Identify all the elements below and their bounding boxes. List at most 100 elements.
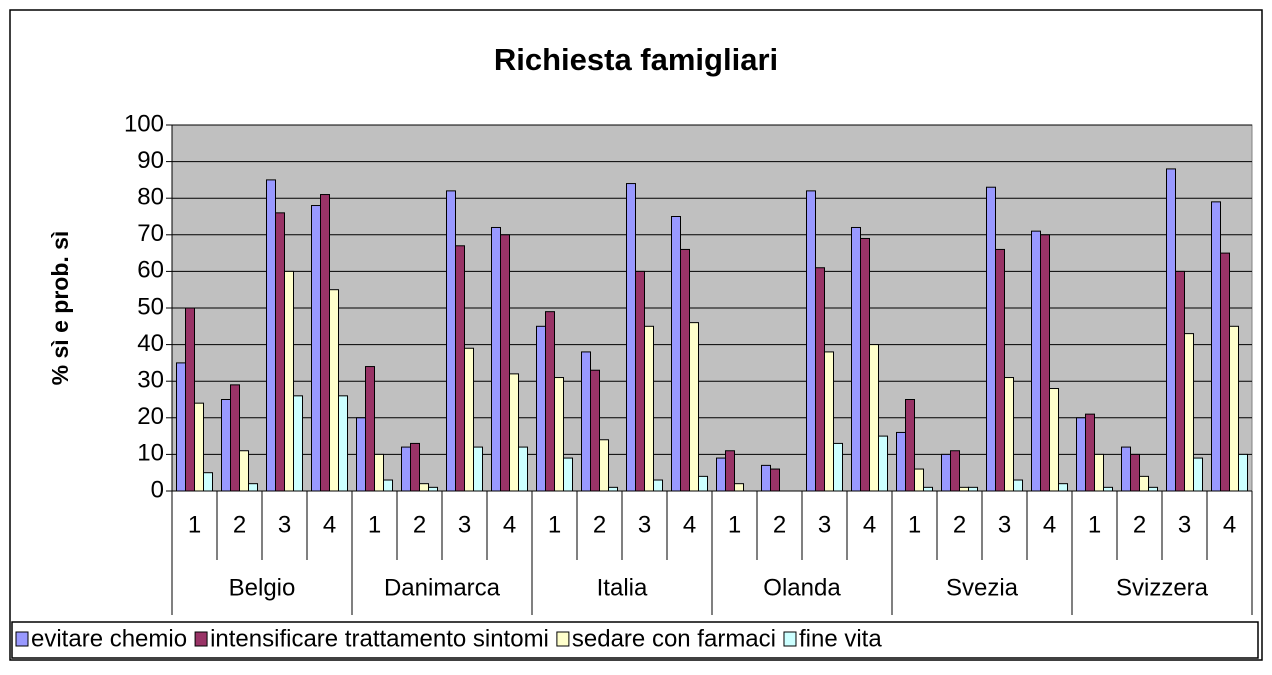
bar [203,472,213,492]
legend-box [11,621,1259,659]
bar [419,483,429,492]
y-tick-label: 20 [137,403,164,430]
bar [896,431,906,492]
bar [914,468,924,492]
y-tick-label: 70 [137,220,164,247]
bar [986,186,996,492]
group-label: Svizzera [1116,574,1209,601]
y-tick-label: 10 [137,440,164,467]
bar [554,377,564,492]
bar [464,347,474,492]
group-label: Danimarca [384,574,501,601]
y-tick-label: 90 [137,147,164,174]
x-tick-label: 3 [458,511,471,538]
bar [824,351,834,492]
bar [563,457,573,492]
bar [446,190,456,492]
x-tick-label: 3 [638,511,651,538]
bar [860,237,870,492]
bar [1094,453,1104,492]
bar [284,270,294,492]
bar [716,457,726,492]
bar [950,450,960,492]
bar [1058,483,1068,492]
x-tick-label: 2 [593,511,606,538]
bar [374,453,384,492]
bar [410,442,420,492]
bar [941,453,951,492]
bar [761,464,771,492]
bar [1085,413,1095,492]
bar [1103,486,1113,492]
x-tick-label: 3 [278,511,291,538]
x-tick-label: 4 [1223,511,1236,538]
bar [545,311,555,492]
legend-swatch [194,631,208,647]
group-label: Belgio [229,574,296,601]
legend-swatch [783,631,797,647]
x-tick-label: 4 [863,511,876,538]
bar [1004,377,1014,492]
x-tick-label: 2 [953,511,966,538]
bar [275,212,285,492]
bar [1139,475,1149,492]
x-tick-label: 1 [728,511,741,538]
y-tick-label: 30 [137,367,164,394]
x-tick-label: 1 [548,511,561,538]
bar [500,234,510,492]
legend-label: sedare con farmaci [572,625,776,652]
bar [509,373,519,492]
bar [905,399,915,492]
bar [626,183,636,492]
bar [221,399,231,492]
bar [248,483,258,492]
bar [1049,388,1059,492]
chart-title: Richiesta famigliari [494,42,778,77]
x-tick-label: 4 [503,511,516,538]
bar [698,475,708,492]
x-tick-label: 4 [323,511,336,538]
bar [194,402,204,492]
y-tick-label: 80 [137,184,164,211]
bar [230,384,240,492]
bar [491,226,501,492]
bar [1193,457,1203,492]
x-tick-label: 1 [1088,511,1101,538]
x-tick-label: 4 [683,511,696,538]
x-tick-label: 1 [188,511,201,538]
y-axis-label: % sì e prob. sì [47,231,73,386]
x-tick-label: 2 [773,511,786,538]
y-tick-label: 0 [151,476,164,503]
bar [428,486,438,492]
bar [266,179,276,492]
bar [959,486,969,492]
bar [833,442,843,492]
bar [1184,333,1194,492]
bar [356,417,366,492]
x-tick-label: 1 [368,511,381,538]
bar [1166,168,1176,492]
bar [338,395,348,492]
x-tick-label: 2 [413,511,426,538]
bar [1220,252,1230,492]
bar [671,216,681,492]
bar [770,468,780,492]
bar [1013,479,1023,492]
bar [689,322,699,492]
y-tick-label: 60 [137,257,164,284]
bar [644,325,654,492]
bar [608,486,618,492]
y-tick-label: 40 [137,330,164,357]
bar [473,446,483,492]
legend-label: fine vita [799,625,882,652]
y-tick-label: 50 [137,293,164,320]
bar [185,307,195,492]
bar [1211,201,1221,492]
legend-swatch [15,631,29,647]
bar [599,439,609,492]
bar [581,351,591,492]
group-label: Olanda [763,574,841,601]
bar [401,446,411,492]
bar [518,446,528,492]
